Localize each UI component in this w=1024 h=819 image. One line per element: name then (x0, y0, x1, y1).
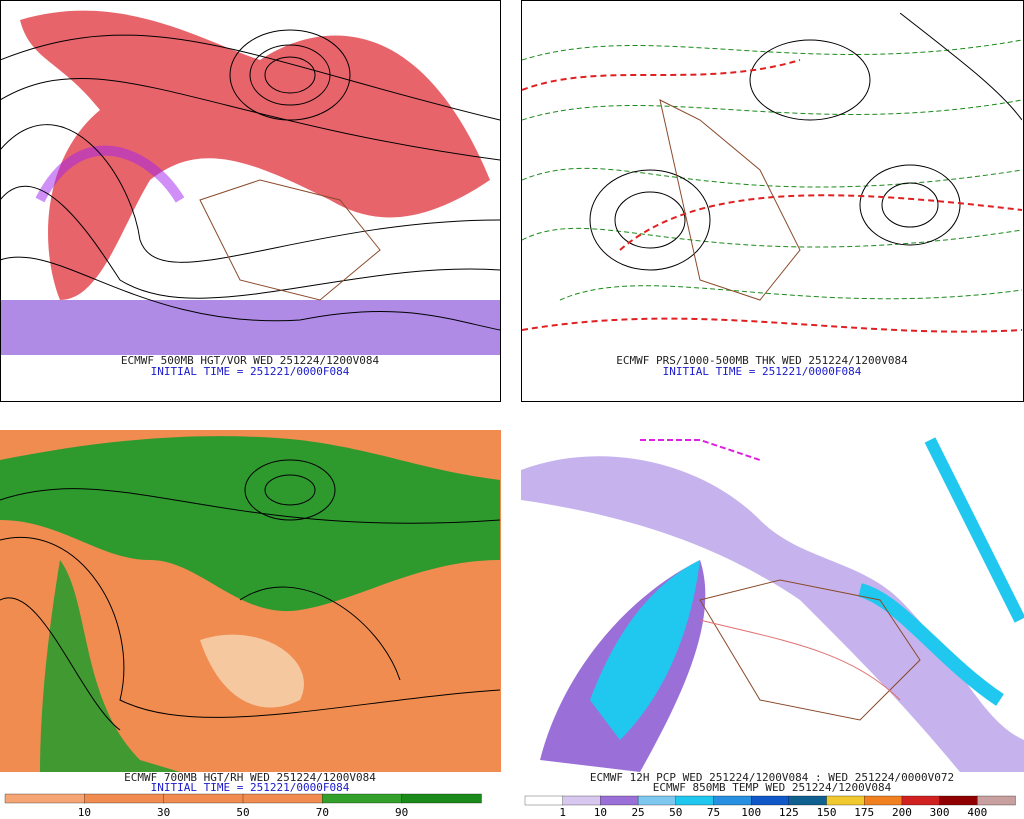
colorbar-label: 70 (316, 806, 329, 819)
colorbar-label: 300 (930, 806, 950, 819)
colorbar-label: 200 (892, 806, 912, 819)
colorbar-swatch (600, 795, 639, 806)
colorbar-label: 90 (395, 806, 408, 819)
map-prs-thk (522, 13, 1022, 333)
colorbar-swatch (751, 795, 790, 806)
map-500mb (1, 10, 500, 355)
colorbar-label: 175 (854, 806, 874, 819)
caption: ECMWF 12H PCP WED 251224/1200V084 : WED … (590, 771, 954, 784)
colorbar-swatch (826, 795, 865, 806)
colorbar-label: 400 (967, 806, 987, 819)
caption-temp: ECMWF 850MB TEMP WED 251224/1200V084 (653, 781, 892, 794)
colorbar-swatch (864, 795, 903, 806)
colorbar-swatch (977, 795, 1016, 806)
map-700mb (0, 430, 501, 772)
initial-time: INITIAL TIME = 251221/0000F084 (151, 365, 350, 378)
colorbar-swatch (939, 795, 978, 806)
panel-frame (521, 0, 1024, 402)
colorbar-label: 10 (78, 806, 91, 819)
colorbar-swatch (901, 795, 941, 806)
colorbar-swatch (675, 795, 715, 806)
colorbar: 1 10 25 50 75 100 125 150 175 200 300 400 (524, 795, 1016, 819)
colorbar-swatch (163, 793, 244, 804)
colorbar-swatch (401, 793, 482, 804)
colorbar-swatch (562, 795, 602, 806)
colorbar-swatch (713, 795, 752, 806)
caption: ECMWF 500MB HGT/VOR WED 251224/1200V084 (121, 354, 380, 367)
colorbar-label: 125 (779, 806, 799, 819)
colorbar-swatch (637, 795, 677, 806)
initial-time: INITIAL TIME = 251221/0000F084 (151, 781, 350, 794)
colorbar-label: 150 (817, 806, 837, 819)
caption: ECMWF PRS/1000-500MB THK WED 251224/1200… (616, 354, 908, 367)
colorbar-label: 50 (669, 806, 682, 819)
colorbar-swatch (524, 795, 564, 806)
caption: ECMWF 700MB HGT/RH WED 251224/1200V084 (124, 771, 376, 784)
colorbar-label: 75 (707, 806, 720, 819)
colorbar-label: 1 (559, 806, 566, 819)
colorbar-swatch (4, 793, 85, 804)
colorbar-swatch (788, 795, 828, 806)
colorbar-label: 50 (236, 806, 249, 819)
colorbar-swatch (84, 793, 165, 804)
map-pcp-temp (521, 430, 1024, 772)
colorbar-label: 30 (157, 806, 170, 819)
colorbar-swatch (242, 793, 323, 804)
colorbar-label: 25 (631, 806, 644, 819)
colorbar: 10 30 50 70 90 (4, 793, 482, 819)
colorbar-label: 10 (594, 806, 607, 819)
colorbar-label: 100 (741, 806, 761, 819)
colorbar-swatch (322, 793, 403, 804)
initial-time: INITIAL TIME = 251221/0000F084 (663, 365, 862, 378)
